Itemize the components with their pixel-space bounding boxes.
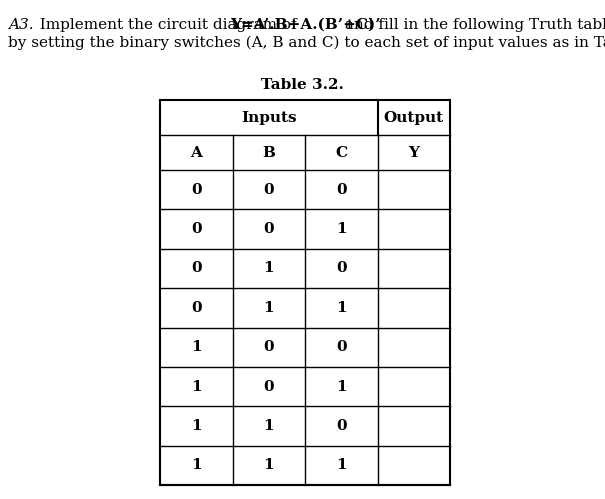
Text: C: C [335,146,347,160]
Text: 0: 0 [336,183,347,197]
Text: Inputs: Inputs [241,110,296,124]
Text: 0: 0 [191,222,201,236]
Text: A: A [191,146,202,160]
Text: 0: 0 [263,380,274,394]
Text: A3.: A3. [8,18,34,32]
Text: 0: 0 [191,261,201,275]
Text: 1: 1 [191,458,201,473]
Text: 0: 0 [263,183,274,197]
Text: B: B [262,146,275,160]
Text: 0: 0 [191,301,201,315]
Text: 0: 0 [191,183,201,197]
Text: and fill in the following Truth table: and fill in the following Truth table [340,18,605,32]
Text: 1: 1 [263,261,274,275]
Text: Y: Y [408,146,419,160]
Text: by setting the binary switches (A, B and C) to each set of input values as in Ta: by setting the binary switches (A, B and… [8,36,605,50]
Text: 1: 1 [263,458,274,473]
Text: 1: 1 [336,222,347,236]
Text: 1: 1 [263,419,274,433]
Text: 1: 1 [336,458,347,473]
Text: 0: 0 [336,340,347,354]
Text: 0: 0 [263,222,274,236]
Text: 1: 1 [191,419,201,433]
Text: Table 3.2.: Table 3.2. [261,78,344,92]
Text: 0: 0 [336,261,347,275]
Text: Implement the circuit diagram of: Implement the circuit diagram of [30,18,301,32]
Text: Output: Output [384,110,444,124]
Text: 1: 1 [191,380,201,394]
Text: 1: 1 [336,301,347,315]
Text: 1: 1 [263,301,274,315]
Text: 0: 0 [336,419,347,433]
Text: 1: 1 [336,380,347,394]
Text: 0: 0 [263,340,274,354]
Text: Y=A’.B+A.(B’+C)’: Y=A’.B+A.(B’+C)’ [230,18,381,32]
Text: 1: 1 [191,340,201,354]
